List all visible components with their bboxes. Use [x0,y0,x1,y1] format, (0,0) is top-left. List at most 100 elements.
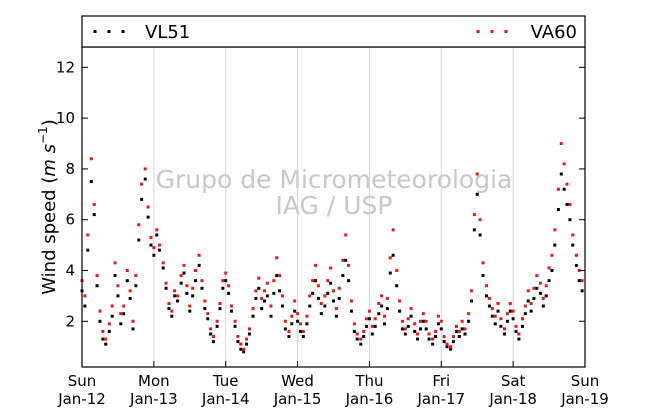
point-va60 [185,284,189,288]
point-va60 [550,253,554,257]
point-va60 [436,314,440,318]
point-va60 [140,182,144,186]
point-va60 [349,299,353,303]
point-va60 [229,304,233,308]
point-va60 [380,294,384,298]
point-va60 [454,324,458,328]
point-va60 [206,312,210,316]
point-va60 [191,286,195,290]
point-vl51 [403,332,407,336]
point-vl51 [319,312,323,316]
y-axis-label-text: Wind speed ( [39,177,60,295]
point-va60 [544,284,548,288]
point-va60 [298,322,302,326]
point-vl51 [131,327,135,331]
point-va60 [227,284,231,288]
legend-box [81,15,586,48]
point-va60 [137,223,141,227]
point-vl51 [490,314,494,318]
point-vl51 [406,324,410,328]
point-va60 [452,335,456,339]
point-va60 [134,274,138,278]
point-vl51 [305,322,309,326]
legend-dot [93,30,97,33]
point-va60 [290,314,294,318]
point-va60 [520,317,524,321]
point-va60 [463,327,467,331]
point-va60 [293,299,297,303]
point-va60 [221,279,225,283]
point-vl51 [176,299,180,303]
point-vl51 [236,340,240,344]
point-vl51 [434,335,438,339]
point-vl51 [83,304,87,308]
x-tick-day: Sun [571,372,600,390]
point-va60 [146,205,150,209]
point-vl51 [161,266,165,270]
point-vl51 [475,192,479,196]
x-tick-date: Jan-15 [273,390,322,408]
point-vl51 [206,317,210,321]
point-vl51 [215,324,219,328]
y-axis-label-close: ) [39,119,60,126]
point-vl51 [329,281,333,285]
point-va60 [409,307,413,311]
x-tick-day: Fri [432,372,450,390]
point-va60 [347,263,351,267]
point-va60 [332,289,335,293]
point-va60 [398,299,402,303]
point-va60 [580,279,584,283]
point-va60 [449,345,453,349]
point-vl51 [499,324,503,328]
point-va60 [179,274,183,278]
point-va60 [251,307,255,311]
point-va60 [505,312,509,316]
point-vl51 [460,327,464,331]
point-vl51 [311,291,315,295]
point-vl51 [209,332,213,336]
point-va60 [316,284,320,288]
point-vl51 [577,279,581,283]
point-vl51 [290,322,294,326]
point-vl51 [416,337,420,341]
point-vl51 [571,243,575,247]
point-vl51 [365,324,369,328]
point-vl51 [367,317,371,321]
point-vl51 [550,268,554,272]
point-va60 [568,202,572,206]
point-va60 [116,284,120,288]
point-va60 [472,213,476,217]
point-vl51 [146,215,150,219]
point-vl51 [119,322,123,326]
point-vl51 [565,202,569,206]
point-vl51 [452,340,456,344]
point-vl51 [481,274,485,278]
y-tick-label: 2 [65,312,75,330]
point-vl51 [98,319,102,323]
point-vl51 [478,233,482,237]
point-va60 [311,279,315,283]
point-vl51 [326,291,330,295]
point-vl51 [224,279,228,283]
point-vl51 [229,309,233,313]
point-vl51 [287,335,291,339]
point-vl51 [377,312,381,316]
point-vl51 [439,327,443,331]
x-tick-date: Jan-14 [201,390,250,408]
point-vl51 [221,286,225,290]
point-vl51 [179,281,183,285]
point-va60 [362,329,366,333]
point-vl51 [164,286,168,290]
point-vl51 [523,312,527,316]
point-vl51 [334,314,338,318]
point-va60 [391,228,395,232]
point-vl51 [400,327,404,331]
point-va60 [314,263,318,267]
point-va60 [406,317,410,321]
point-vl51 [140,197,144,201]
y-axis-label-unit: m s [39,144,60,177]
point-va60 [242,347,246,351]
point-va60 [535,274,539,278]
point-va60 [532,286,536,290]
y-tick-label: 4 [65,261,75,279]
